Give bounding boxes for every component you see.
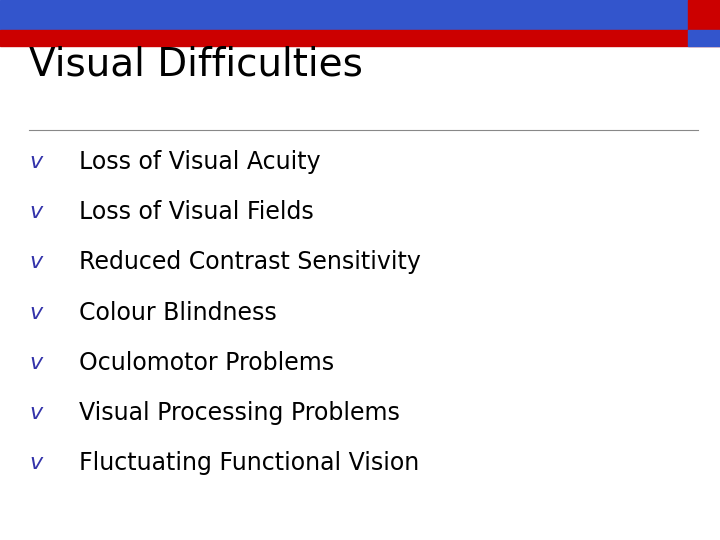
Bar [688, 0, 720, 30]
Bar [0, 30, 720, 46]
Text: Oculomotor Problems: Oculomotor Problems [79, 351, 334, 375]
Text: Loss of Visual Acuity: Loss of Visual Acuity [79, 150, 321, 174]
Text: Fluctuating Functional Vision: Fluctuating Functional Vision [79, 451, 420, 475]
Text: Loss of Visual Fields: Loss of Visual Fields [79, 200, 314, 224]
Bar [0, 0, 720, 30]
Text: Colour Blindness: Colour Blindness [79, 301, 277, 325]
Text: v: v [30, 252, 42, 273]
Text: v: v [30, 152, 42, 172]
Text: Visual Processing Problems: Visual Processing Problems [79, 401, 400, 425]
Bar [688, 30, 720, 46]
Text: v: v [30, 302, 42, 323]
Text: v: v [30, 453, 42, 474]
Text: v: v [30, 403, 42, 423]
Text: v: v [30, 202, 42, 222]
Text: v: v [30, 353, 42, 373]
Text: Visual Difficulties: Visual Difficulties [29, 46, 363, 84]
Text: Reduced Contrast Sensitivity: Reduced Contrast Sensitivity [79, 251, 421, 274]
